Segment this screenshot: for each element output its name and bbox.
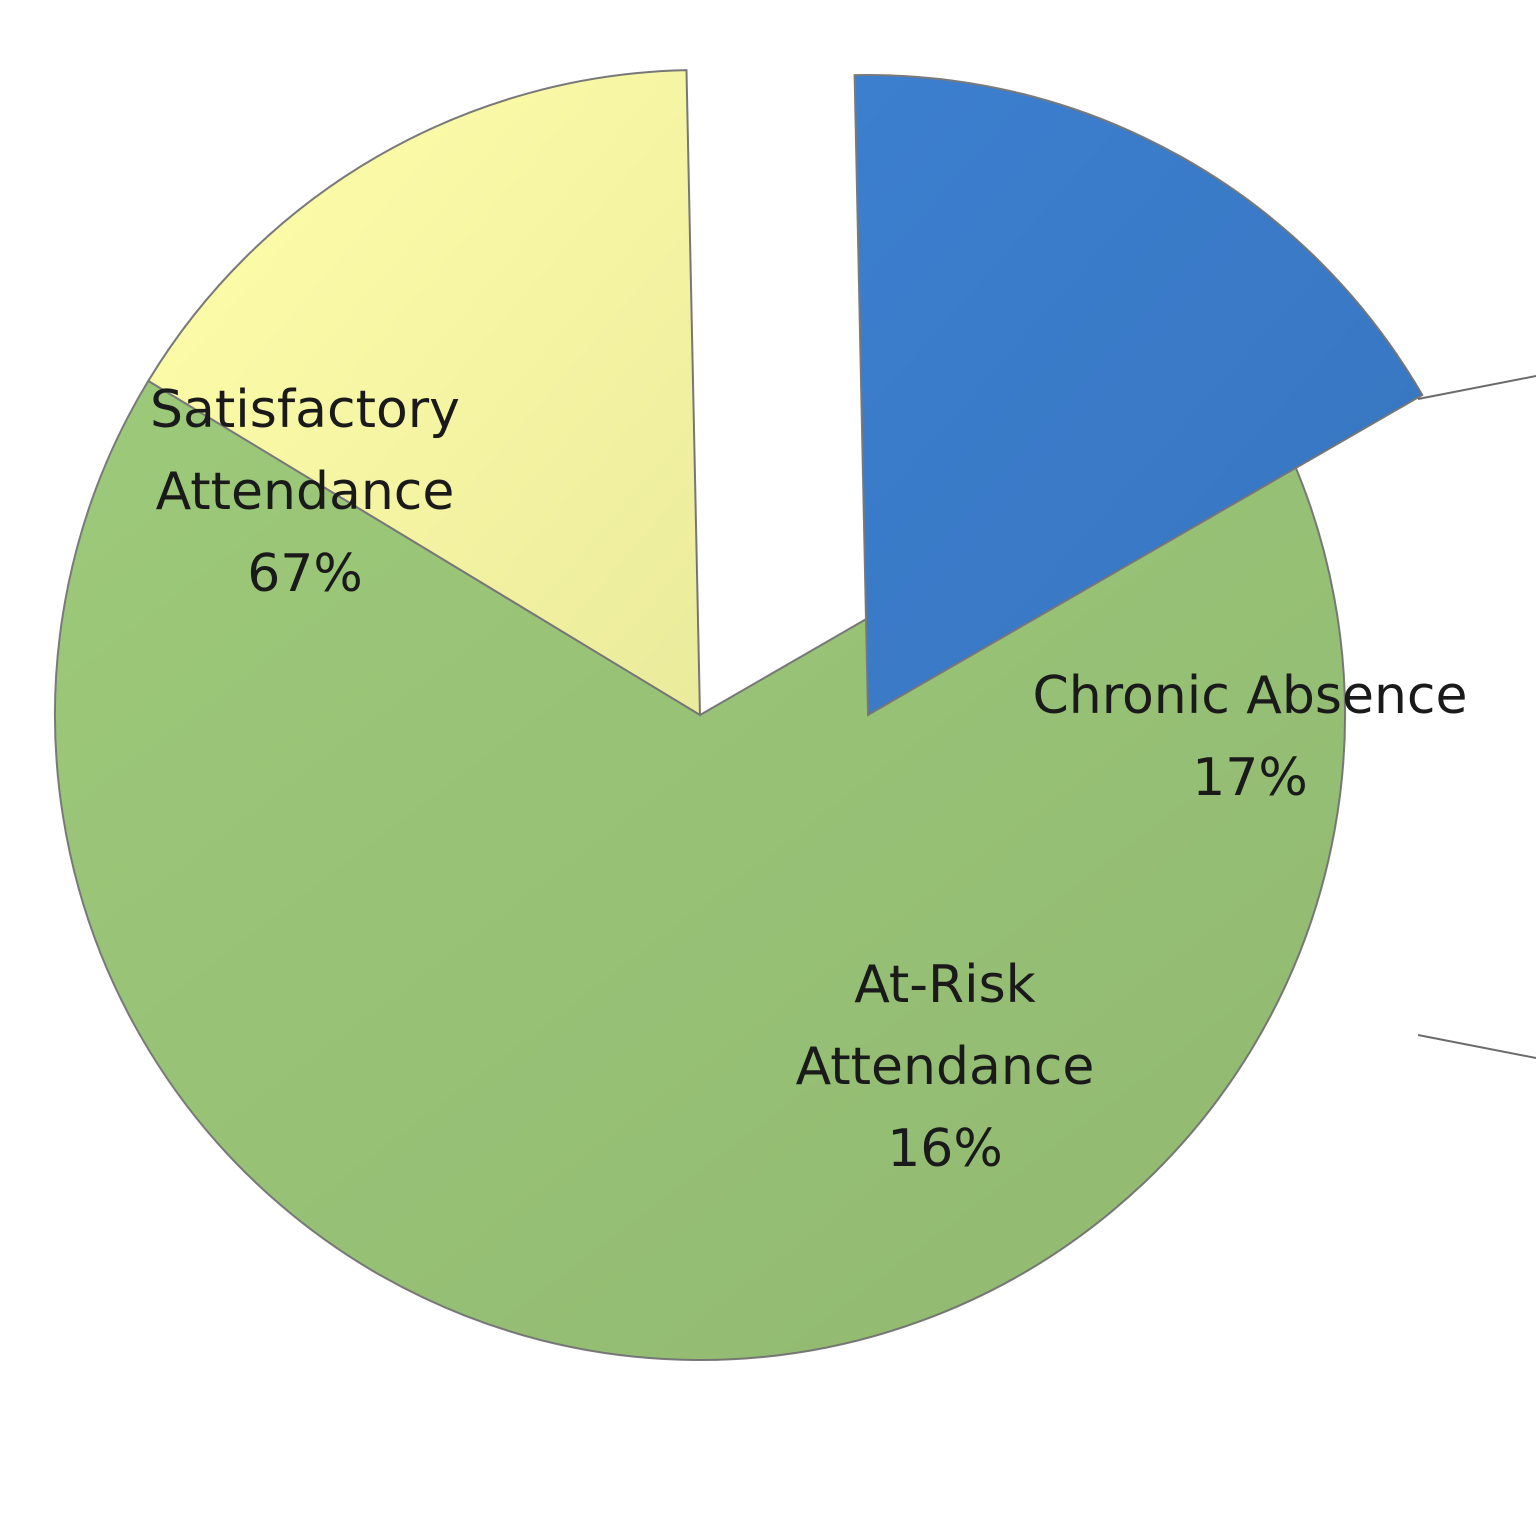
slice-value-label: 16% xyxy=(887,1119,1003,1179)
slice-category-label: Chronic Absence xyxy=(1032,666,1467,726)
pie-slice-shade-at-risk-attendance xyxy=(148,70,701,715)
pie-slices xyxy=(54,69,1424,1361)
slice-category-label: Attendance xyxy=(156,462,455,522)
callout-line-1 xyxy=(1417,375,1536,400)
slice-category-label: At-Risk xyxy=(854,955,1036,1015)
callout-line-2 xyxy=(1417,1034,1536,1059)
pie-slice-shade-chronic-absence xyxy=(854,74,1423,715)
slice-value-label: 67% xyxy=(247,544,363,604)
slice-category-label: Attendance xyxy=(796,1037,1095,1097)
slice-value-label: 17% xyxy=(1192,748,1308,808)
callout-lines xyxy=(1417,375,1536,1059)
slice-labels: Satisfactory Attendance 67% At-Risk Attendan… xyxy=(150,380,1467,1179)
slice-category-label: Satisfactory xyxy=(150,380,460,440)
